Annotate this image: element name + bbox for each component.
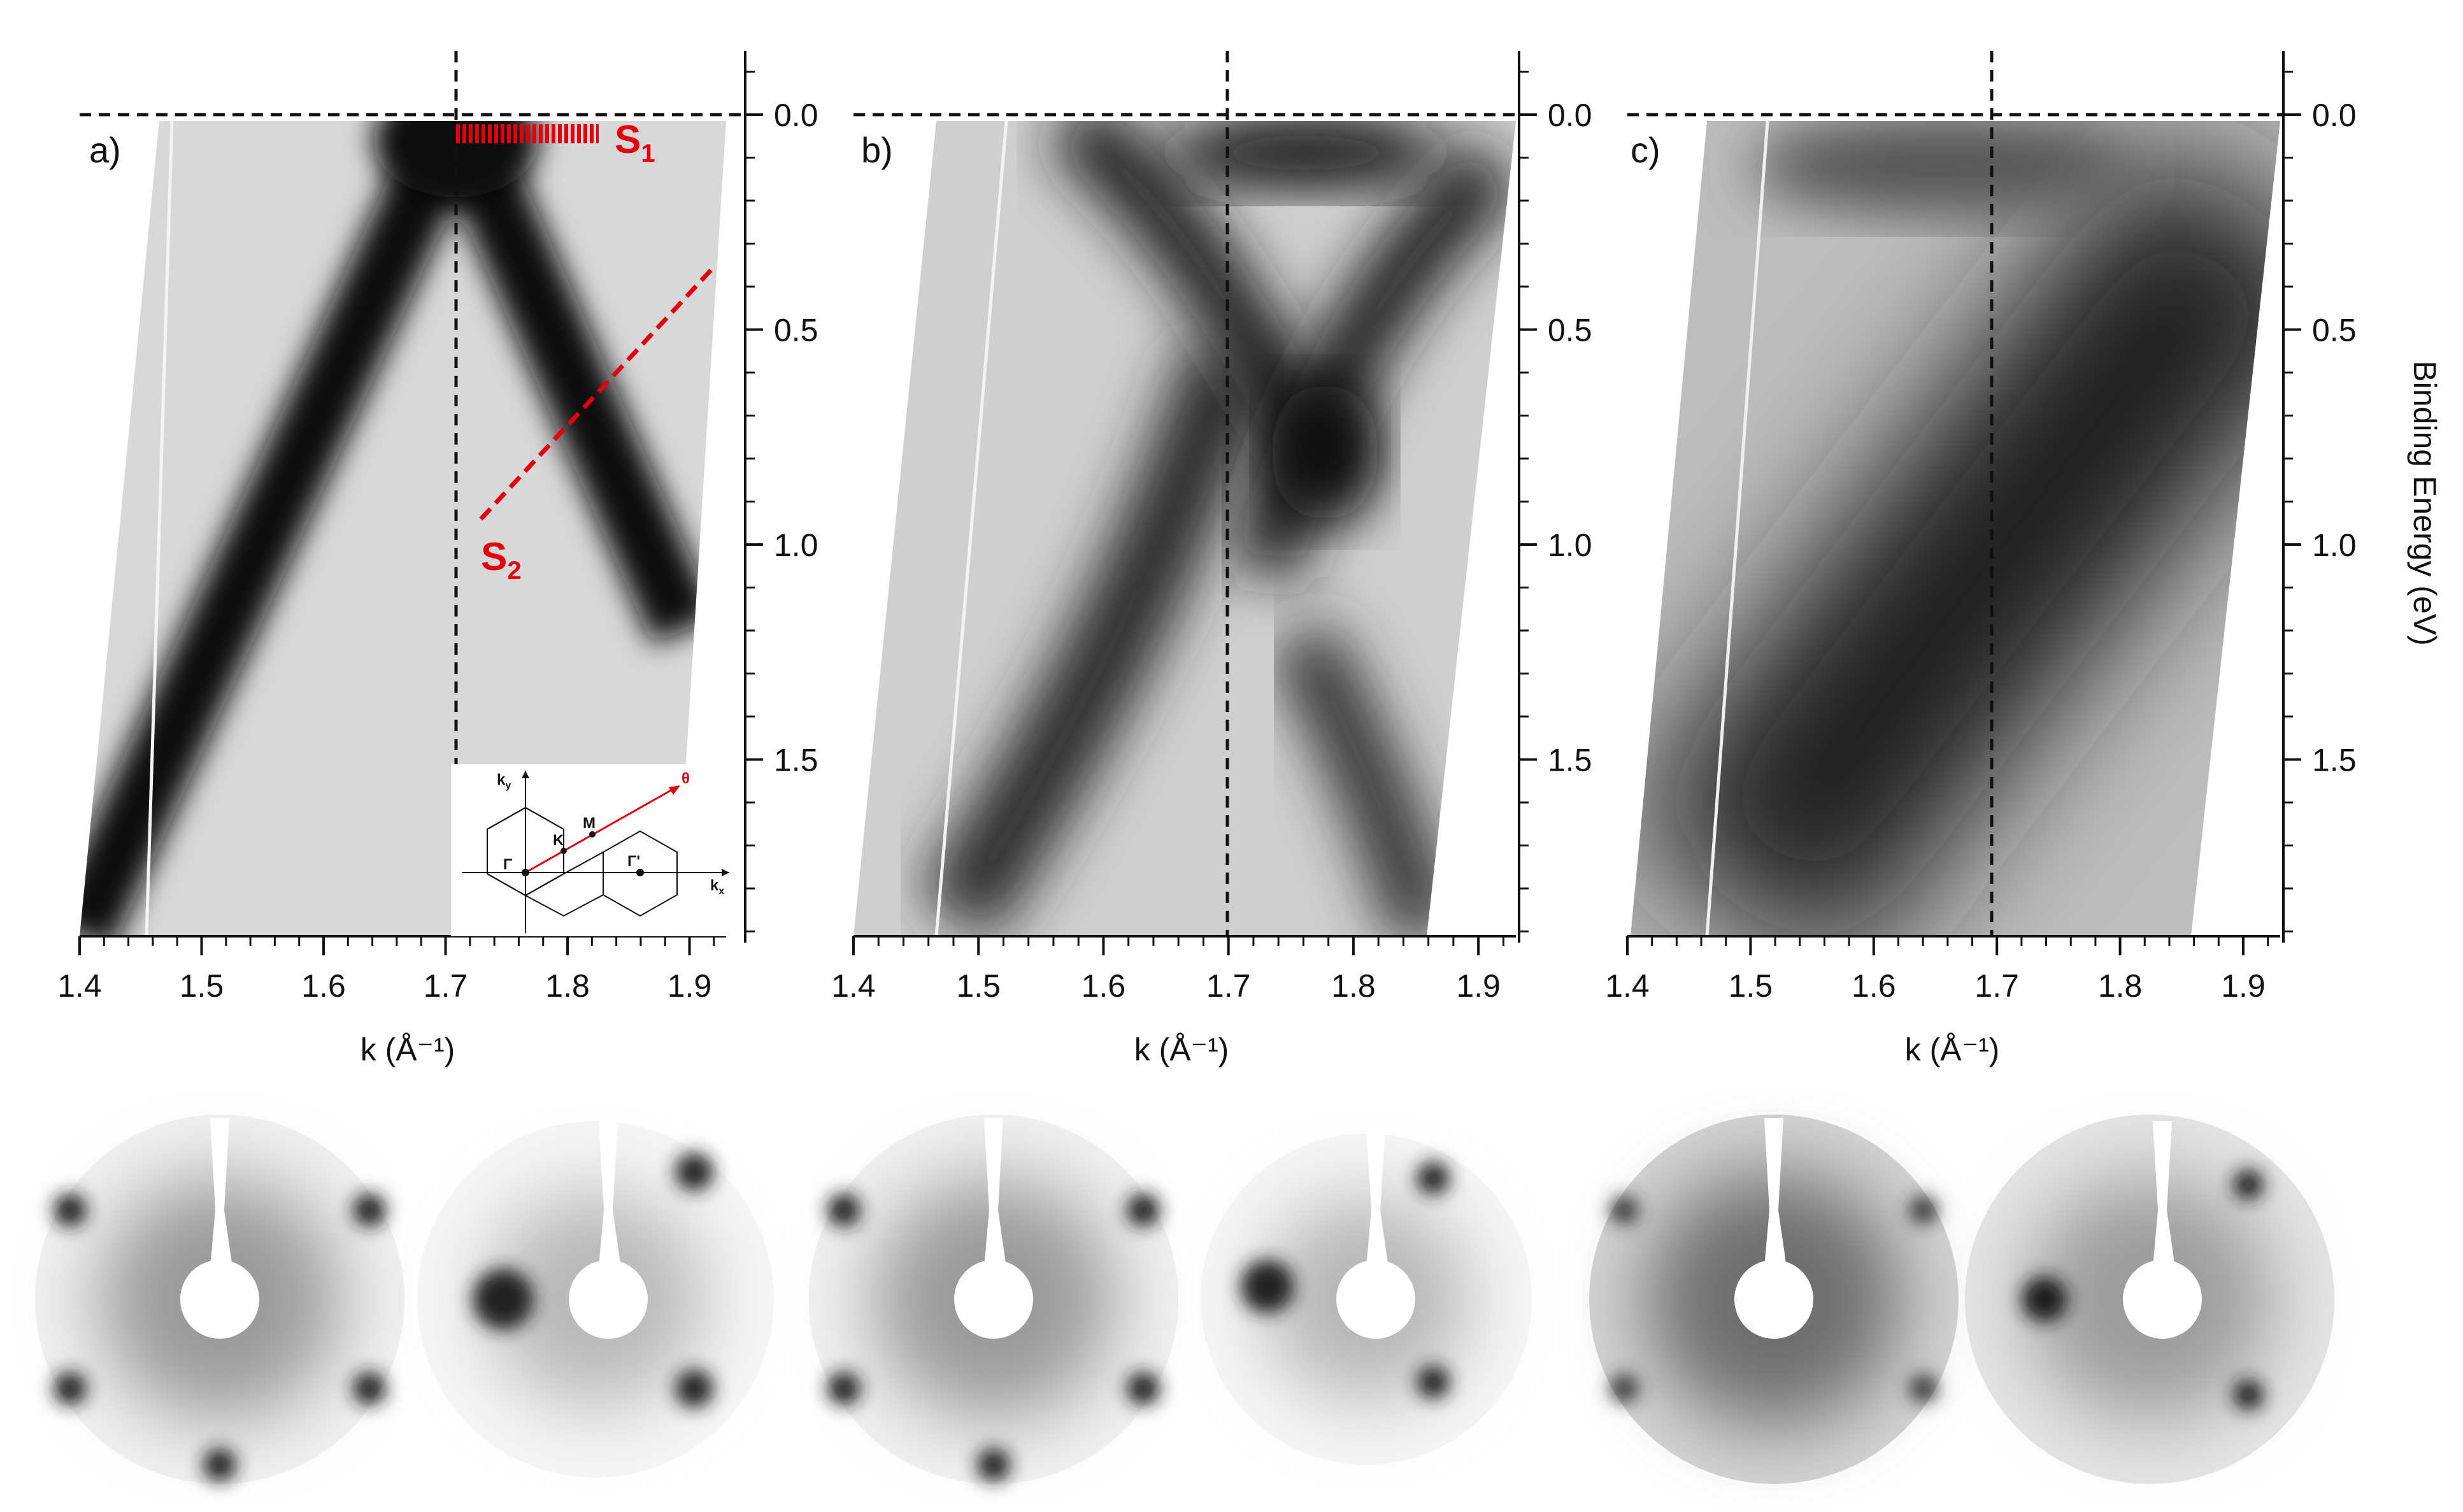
s1-label: S1 (615, 118, 655, 168)
y-tick-label: 0.5 (2312, 313, 2357, 348)
panel-tag-c: c) (1631, 130, 1660, 170)
x-tick-label: 1.6 (1852, 968, 1896, 1004)
x-tick-label: 1.8 (2098, 968, 2143, 1004)
svg-text:Γ': Γ' (627, 853, 640, 870)
y-tick-label: 1.0 (2312, 527, 2357, 563)
y-tick-label: 0.5 (774, 313, 818, 348)
x-tick-label: 1.9 (2221, 968, 2266, 1004)
leed-pattern-a2 (417, 1121, 774, 1478)
x-tick-label: 1.4 (1605, 968, 1650, 1004)
x-tick-label: 1.9 (1456, 968, 1501, 1004)
leed-patterns (35, 1115, 2334, 1484)
panel-tag-a: a) (89, 130, 121, 170)
y-tick-label: 1.0 (1548, 527, 1592, 563)
panel-c-intensity-map (1631, 121, 2280, 936)
panel-b: b) k (Å⁻¹) (853, 51, 1520, 1067)
x-tick-label: 1.8 (1331, 968, 1376, 1004)
y-tick-label: 1.5 (1548, 743, 1592, 778)
x-tick-label: 1.8 (545, 968, 590, 1004)
x-axis-title-b: k (Å⁻¹) (1134, 1032, 1229, 1067)
x-tick-label: 1.6 (301, 968, 346, 1004)
y-tick-label: 1.5 (2312, 743, 2357, 778)
x-tick-label: 1.9 (668, 968, 712, 1004)
x-axis-title-c: k (Å⁻¹) (1905, 1032, 2000, 1067)
leed-pattern-b1 (809, 1115, 1178, 1484)
panel-b-intensity-map (853, 121, 1516, 936)
x-axis-title-a: k (Å⁻¹) (361, 1032, 455, 1067)
panel-a: a) S1 S2 Γ Γ' K M θ (80, 51, 746, 1067)
leed-pattern-c1 (1589, 1115, 1959, 1484)
x-tick-label: 1.6 (1082, 968, 1126, 1004)
y-tick-label: 0.5 (1548, 313, 1592, 348)
y-axis-title: Binding Energy (eV) (2407, 360, 2443, 645)
x-tick-label: 1.5 (956, 968, 1001, 1004)
panel-c: c) k (Å⁻¹) (1627, 51, 2285, 1067)
svg-text:θ: θ (682, 770, 690, 787)
x-tick-label: 1.4 (57, 968, 102, 1004)
svg-text:K: K (553, 832, 564, 849)
x-tick-label: 1.5 (180, 968, 224, 1004)
x-tick-label: 1.7 (424, 968, 468, 1004)
s2-marker (479, 266, 715, 521)
y-tick-label: 0.0 (2312, 97, 2357, 133)
x-tick-label: 1.4 (831, 968, 876, 1004)
x-tick-label: 1.7 (1206, 968, 1251, 1004)
panel-a-intensity-map (80, 121, 726, 936)
y-tick-label: 0.0 (774, 97, 818, 133)
y-tick-label: 1.0 (774, 527, 818, 563)
y-tick-label: 1.5 (774, 743, 818, 778)
x-tick-label: 1.7 (1974, 968, 2019, 1004)
leed-pattern-b2 (1201, 1127, 1532, 1465)
svg-text:kx: kx (710, 877, 724, 897)
brillouin-zone-inset: Γ Γ' K M θ ky kx (451, 764, 739, 936)
panel-tag-b: b) (861, 130, 893, 170)
x-tick-label: 1.5 (1729, 968, 1773, 1004)
svg-text:M: M (583, 815, 596, 832)
s2-label: S2 (481, 535, 522, 585)
leed-pattern-a1 (35, 1115, 404, 1484)
leed-pattern-c2 (1965, 1115, 2334, 1484)
svg-text:ky: ky (497, 771, 511, 791)
svg-text:Γ: Γ (503, 856, 513, 873)
axis-ticks: 1.4 1.5 1.6 1.7 1.8 1.9 0.0 0.5 1.0 1.5 1.4 1.5 1.6 1… (57, 71, 2357, 1004)
y-tick-label: 0.0 (1548, 97, 1592, 133)
